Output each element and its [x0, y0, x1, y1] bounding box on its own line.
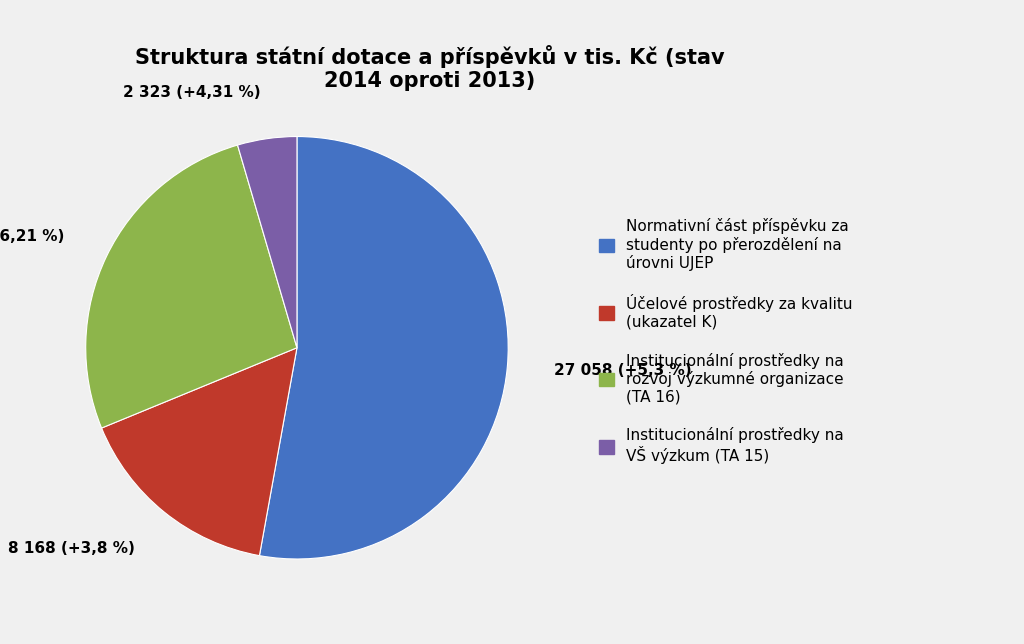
Text: 27 058 (+5,3 %): 27 058 (+5,3 %): [554, 363, 691, 378]
Text: Struktura státní dotace a příspěvků v tis. Kč (stav
2014 oproti 2013): Struktura státní dotace a příspěvků v ti…: [135, 45, 725, 91]
Wedge shape: [259, 137, 508, 559]
Wedge shape: [101, 348, 297, 556]
Text: 8 168 (+3,8 %): 8 168 (+3,8 %): [8, 541, 135, 556]
Text: 13 656 (+6,21 %): 13 656 (+6,21 %): [0, 229, 65, 243]
Wedge shape: [238, 137, 297, 348]
Legend: Normativní část příspěvku za
studenty po přerozdělení na
úrovni UJEP, Účelové pr: Normativní část příspěvku za studenty po…: [591, 211, 860, 472]
Text: 2 323 (+4,31 %): 2 323 (+4,31 %): [123, 85, 260, 100]
Wedge shape: [86, 145, 297, 428]
